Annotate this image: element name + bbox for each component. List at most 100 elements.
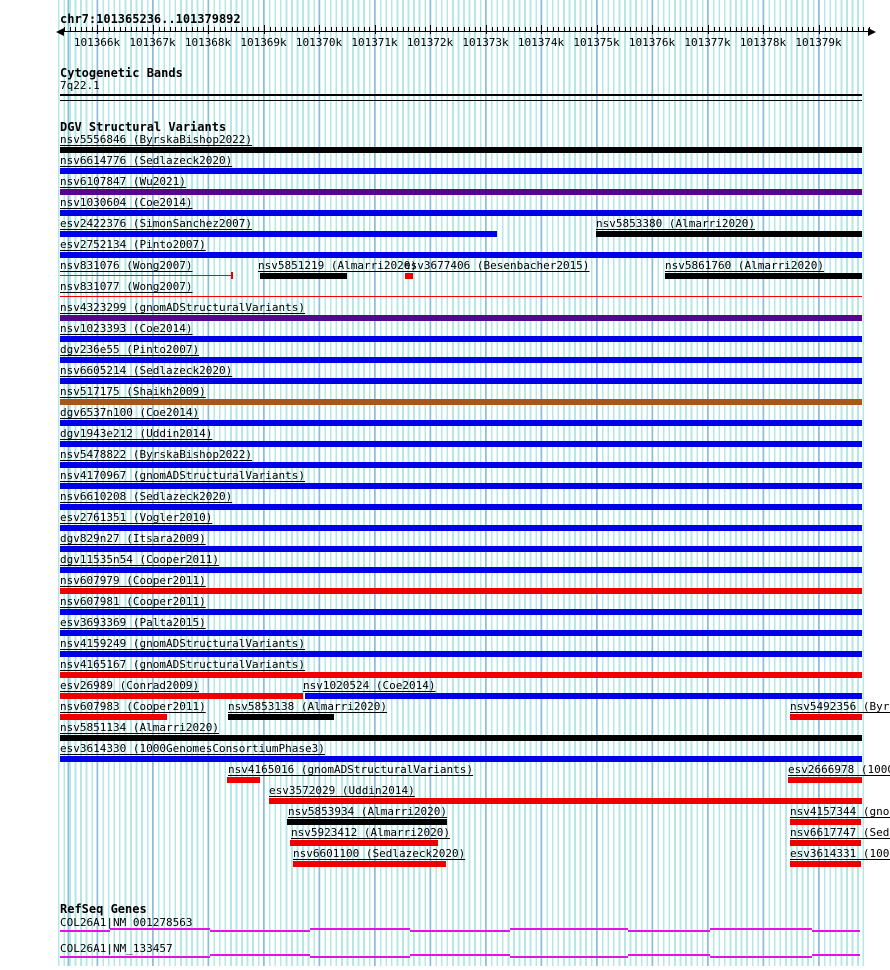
variant-label[interactable]: nsv5923412 (Almarri2020): [291, 826, 450, 839]
gene-transcript-line[interactable]: [410, 930, 510, 932]
gene-transcript-line[interactable]: [210, 954, 310, 956]
variant-label[interactable]: esv3693369 (Palta2015): [60, 616, 206, 629]
variant-label[interactable]: esv2752134 (Pinto2007): [60, 238, 206, 251]
variant-bar[interactable]: [60, 504, 862, 510]
variant-bar[interactable]: [60, 378, 862, 384]
gene-label[interactable]: COL26A1|NM_133457: [60, 942, 173, 955]
variant-line[interactable]: [60, 275, 232, 276]
gene-transcript-line[interactable]: [60, 930, 110, 932]
gene-transcript-line[interactable]: [310, 928, 410, 930]
variant-bar[interactable]: [60, 756, 862, 762]
variant-bar[interactable]: [60, 588, 862, 594]
variant-label[interactable]: nsv607983 (Cooper2011): [60, 700, 206, 713]
variant-bar[interactable]: [60, 357, 862, 363]
variant-label[interactable]: esv3572029 (Uddin2014): [269, 784, 415, 797]
variant-bar[interactable]: [60, 336, 862, 342]
variant-label[interactable]: nsv5853934 (Almarri2020): [288, 805, 447, 818]
variant-label[interactable]: nsv5556846 (ByrskaBishop2022): [60, 133, 253, 146]
variant-bar[interactable]: [665, 273, 862, 279]
gene-transcript-line[interactable]: [410, 954, 510, 956]
variant-label[interactable]: esv3677406 (Besenbacher2015): [404, 259, 590, 272]
cytoband-label[interactable]: 7q22.1: [60, 79, 100, 92]
variant-bar[interactable]: [596, 231, 862, 237]
variant-bar[interactable]: [60, 189, 862, 195]
variant-bar[interactable]: [790, 861, 861, 867]
variant-bar[interactable]: [60, 693, 303, 699]
variant-label[interactable]: nsv1023393 (Coe2014): [60, 322, 193, 335]
gene-transcript-line[interactable]: [628, 954, 710, 956]
variant-bar[interactable]: [290, 840, 438, 846]
gene-transcript-line[interactable]: [710, 956, 812, 958]
gene-transcript-line[interactable]: [60, 956, 210, 958]
gene-transcript-line[interactable]: [628, 930, 710, 932]
variant-line[interactable]: [60, 296, 862, 297]
gene-transcript-line[interactable]: [510, 928, 628, 930]
variant-bar[interactable]: [60, 651, 862, 657]
variant-label[interactable]: nsv4170967 (gnomADStructuralVariants): [60, 469, 306, 482]
variant-bar[interactable]: [60, 441, 862, 447]
variant-label[interactable]: esv2422376 (SimonSanchez2007): [60, 217, 253, 230]
variant-label[interactable]: nsv5861760 (Almarri2020): [665, 259, 824, 272]
variant-label[interactable]: nsv5478822 (ByrskaBishop2022): [60, 448, 253, 461]
variant-bar[interactable]: [260, 273, 347, 279]
variant-bar[interactable]: [60, 231, 497, 237]
variant-label[interactable]: dgv1943e212 (Uddin2014): [60, 427, 213, 440]
variant-bar[interactable]: [60, 525, 862, 531]
variant-label[interactable]: nsv6614776 (Sedlazeck2020): [60, 154, 233, 167]
variant-bar[interactable]: [60, 315, 862, 321]
variant-label[interactable]: dgv11535n54 (Cooper2011): [60, 553, 219, 566]
variant-bar[interactable]: [60, 168, 862, 174]
variant-bar[interactable]: [60, 420, 862, 426]
variant-bar[interactable]: [287, 819, 447, 825]
variant-bar[interactable]: [60, 483, 862, 489]
variant-bar[interactable]: [405, 273, 413, 279]
variant-label[interactable]: nsv6617747 (Sedlazeck2020): [790, 826, 890, 839]
variant-label[interactable]: esv26989 (Conrad2009): [60, 679, 200, 692]
variant-bar[interactable]: [60, 546, 862, 552]
variant-label[interactable]: nsv5492356 (ByrskaBishop2022): [790, 700, 890, 713]
variant-label[interactable]: nsv517175 (Shaikh2009): [60, 385, 206, 398]
variant-bar[interactable]: [60, 630, 862, 636]
variant-label[interactable]: nsv607981 (Cooper2011): [60, 595, 206, 608]
variant-bar[interactable]: [228, 714, 334, 720]
variant-bar[interactable]: [790, 714, 862, 720]
variant-label[interactable]: nsv6107847 (Wu2021): [60, 175, 186, 188]
gene-transcript-line[interactable]: [812, 954, 860, 956]
gene-transcript-line[interactable]: [812, 930, 860, 932]
variant-bar[interactable]: [60, 147, 862, 153]
variant-label[interactable]: nsv4165016 (gnomADStructuralVariants): [228, 763, 474, 776]
variant-bar[interactable]: [60, 462, 862, 468]
variant-bar[interactable]: [60, 210, 862, 216]
variant-label[interactable]: nsv4323299 (gnomADStructuralVariants): [60, 301, 306, 314]
variant-label[interactable]: nsv5853380 (Almarri2020): [596, 217, 755, 230]
variant-bar[interactable]: [60, 567, 862, 573]
variant-label[interactable]: esv2666978 (1000GenomesConsortiumPhase3): [788, 763, 890, 776]
gene-transcript-line[interactable]: [210, 930, 310, 932]
variant-label[interactable]: esv3614331 (1000GenomesConsortiumPhase3): [790, 847, 890, 860]
variant-label[interactable]: dgv6537n100 (Coe2014): [60, 406, 200, 419]
gene-transcript-line[interactable]: [110, 928, 210, 930]
variant-label[interactable]: nsv5851219 (Almarri2020): [258, 259, 417, 272]
variant-label[interactable]: nsv6605214 (Sedlazeck2020): [60, 364, 233, 377]
variant-bar[interactable]: [227, 777, 260, 783]
variant-bar[interactable]: [60, 399, 862, 405]
variant-label[interactable]: nsv5853138 (Almarri2020): [228, 700, 387, 713]
variant-label[interactable]: nsv6601100 (Sedlazeck2020): [293, 847, 466, 860]
variant-label[interactable]: esv3614330 (1000GenomesConsortiumPhase3): [60, 742, 325, 755]
variant-bar[interactable]: [790, 840, 861, 846]
variant-label[interactable]: nsv831076 (Wong2007): [60, 259, 193, 272]
variant-label[interactable]: nsv1020524 (Coe2014): [303, 679, 436, 692]
gene-transcript-line[interactable]: [710, 928, 812, 930]
variant-bar[interactable]: [305, 693, 862, 699]
variant-label[interactable]: nsv4159249 (gnomADStructuralVariants): [60, 637, 306, 650]
variant-label[interactable]: dgv829n27 (Itsara2009): [60, 532, 206, 545]
variant-label[interactable]: nsv1030604 (Coe2014): [60, 196, 193, 209]
variant-bar[interactable]: [60, 252, 862, 258]
variant-bar[interactable]: [269, 798, 862, 804]
variant-label[interactable]: nsv6610208 (Sedlazeck2020): [60, 490, 233, 503]
variant-label[interactable]: nsv831077 (Wong2007): [60, 280, 193, 293]
variant-bar[interactable]: [790, 819, 861, 825]
variant-label[interactable]: dgv236e55 (Pinto2007): [60, 343, 200, 356]
variant-label[interactable]: nsv4157344 (gnomADStructuralVariants): [790, 805, 890, 818]
variant-bar[interactable]: [293, 861, 446, 867]
